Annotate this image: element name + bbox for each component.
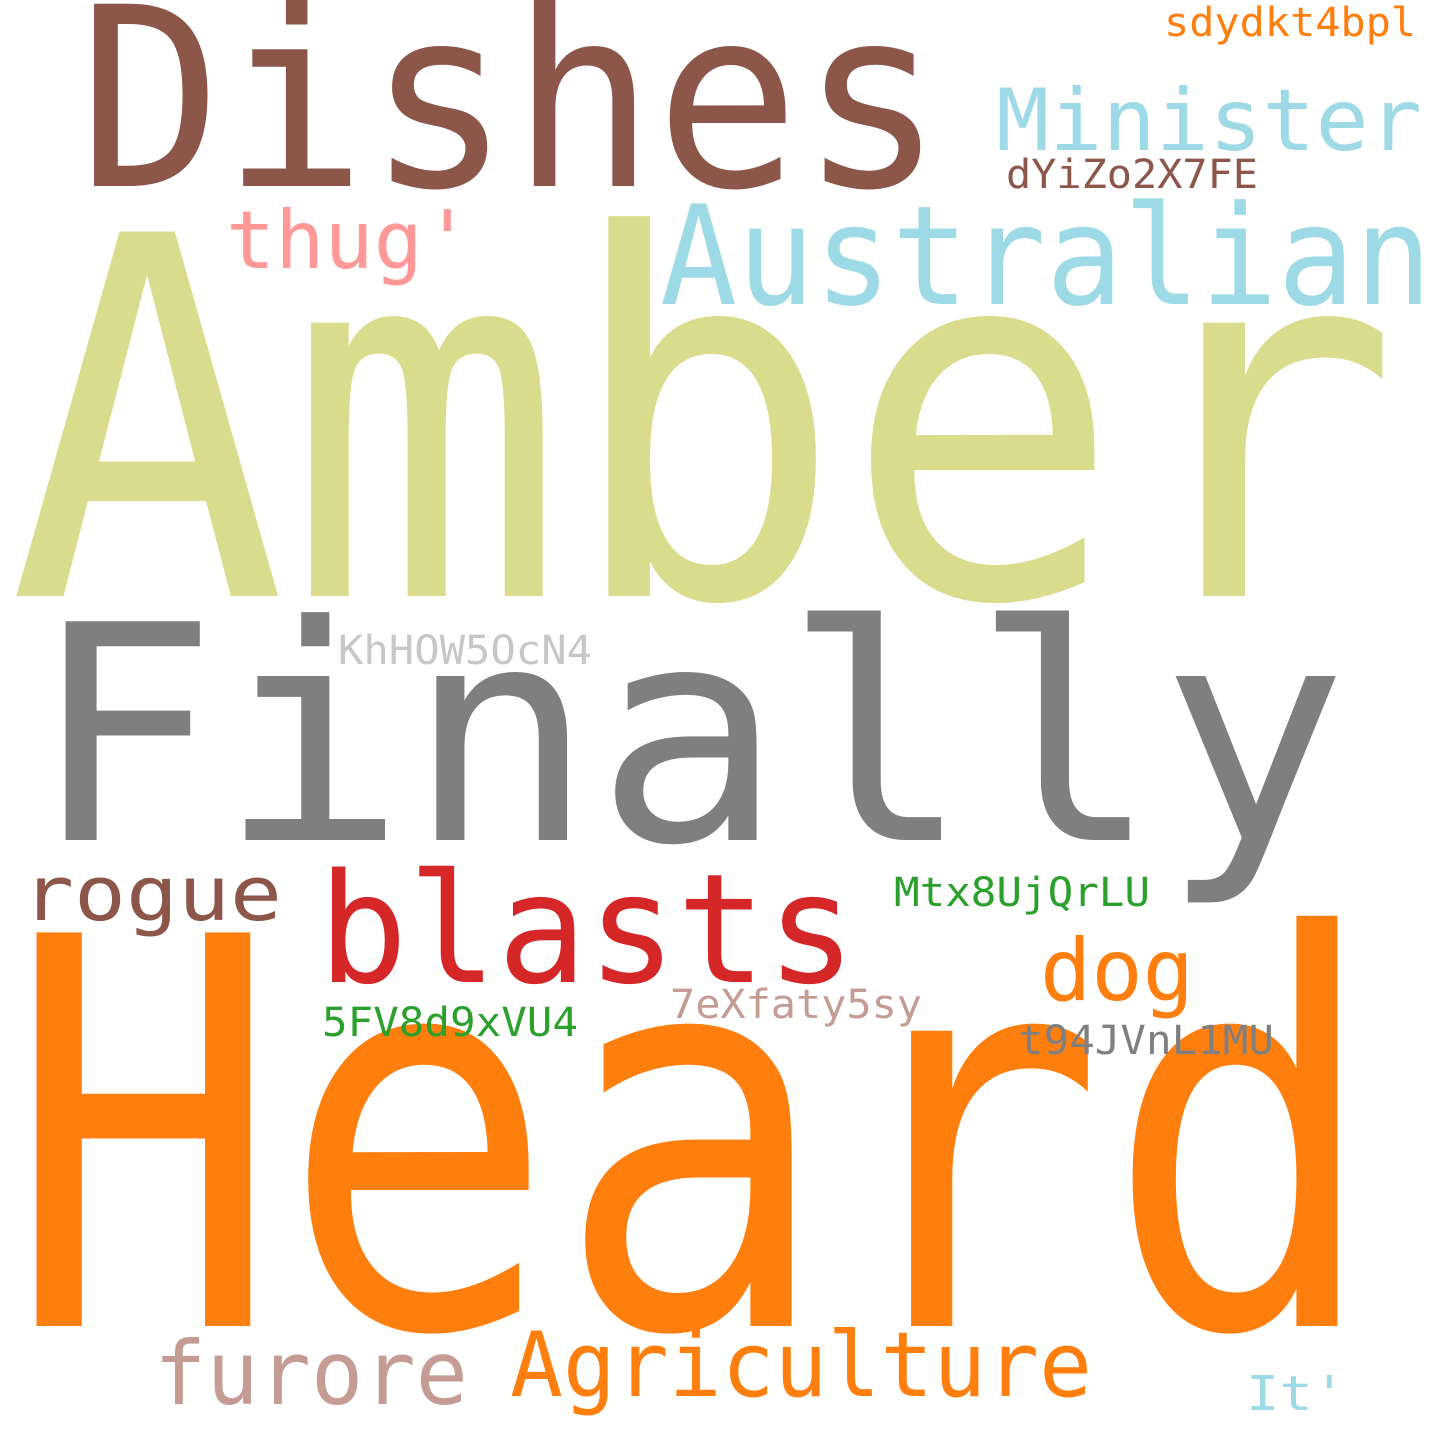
word-minister: Minister xyxy=(996,71,1422,171)
word-dishes: Dishes xyxy=(78,0,944,245)
word-5fv8d9xvu4: 5FV8d9xVU4 xyxy=(322,1000,578,1046)
word-thug: thug' xyxy=(226,194,472,287)
word-heard: Heard xyxy=(6,826,1380,1440)
word-amber: Amber xyxy=(8,132,1400,714)
word-it: It' xyxy=(1246,1366,1346,1422)
word-mtx8ujqrlu: Mtx8UjQrLU xyxy=(894,870,1150,916)
word-sdydkt4bpl: sdydkt4bpl xyxy=(1164,0,1416,46)
word-blasts: blasts xyxy=(318,841,856,1018)
word-australian: Australian xyxy=(660,176,1432,337)
word-7exfaty5sy: 7eXfaty5sy xyxy=(670,982,922,1028)
word-finally: Finally xyxy=(30,562,1348,911)
word-dyizo2x7fe: dYiZo2X7FE xyxy=(1006,152,1258,198)
word-agriculture: Agriculture xyxy=(510,1313,1092,1418)
word-t94jvnl1mu: t94JVnL1MU xyxy=(1018,1018,1274,1064)
word-furore: furore xyxy=(154,1322,468,1425)
word-dog: dog xyxy=(1040,921,1194,1021)
word-rogue: rogue xyxy=(22,849,282,938)
word-khhow5ocn4: KhHOW5OcN4 xyxy=(338,628,592,674)
